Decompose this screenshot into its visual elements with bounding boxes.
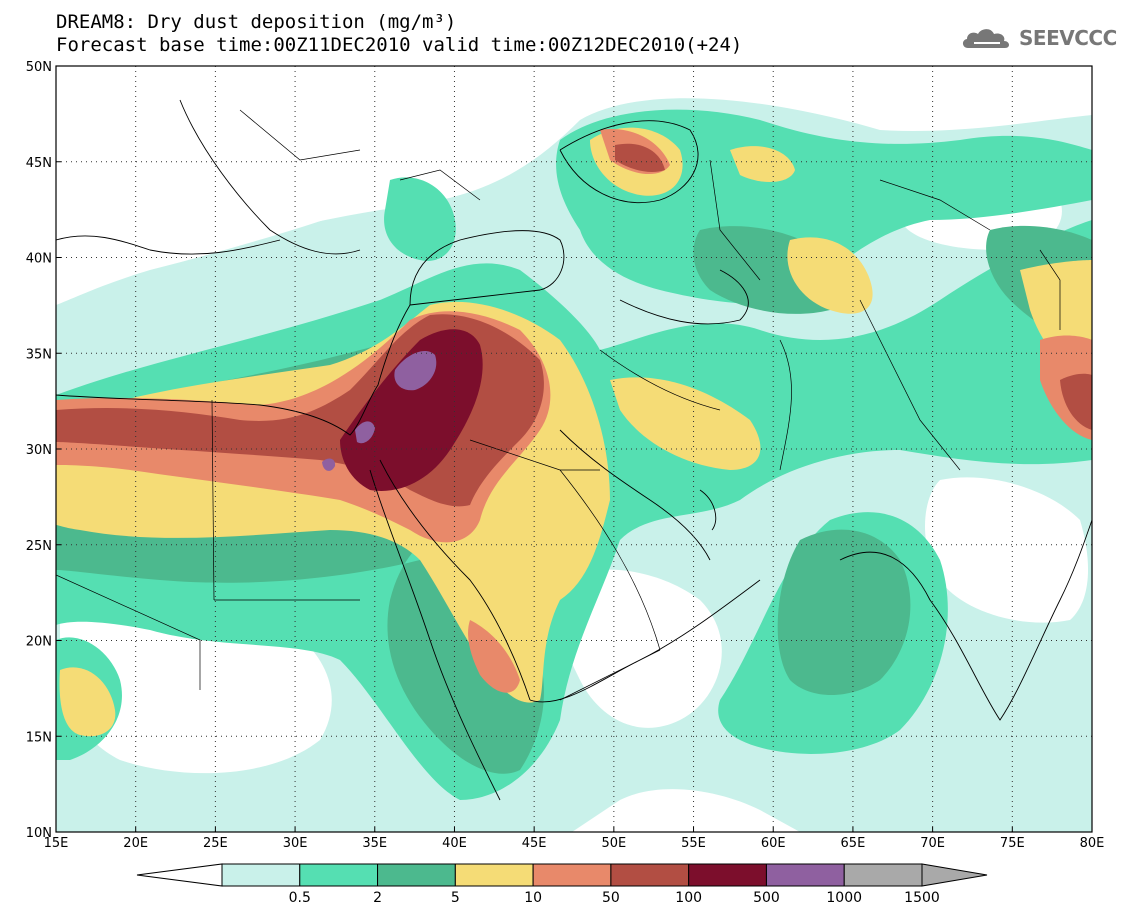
lat-tick-label: 30N [26, 443, 52, 458]
colorbar-label: 2 [373, 890, 382, 906]
colorbar-segment [688, 863, 767, 887]
lat-tick-label: 20N [26, 635, 52, 650]
colorbar-label: 50 [602, 890, 620, 906]
lon-tick-label: 30E [283, 836, 308, 851]
lat-tick-label: 10N [26, 826, 52, 841]
colorbar-label: 0.5 [289, 890, 311, 906]
lat-tick-label: 50N [26, 60, 52, 75]
country-borders [56, 109, 1061, 701]
colorbar-left-arrow [136, 863, 223, 887]
colorbar-segment [454, 863, 534, 887]
lon-tick-label: 70E [920, 836, 945, 851]
lon-tick-label: 65E [841, 836, 866, 851]
clear-areas [56, 70, 1089, 832]
dust-layer-1000 [322, 350, 437, 471]
lon-tick-label: 15E [44, 836, 69, 851]
colorbar-segment [299, 863, 379, 887]
colorbar-segment [610, 863, 690, 887]
lat-tick-label: 15N [26, 730, 52, 745]
lon-tick-label: 75E [1000, 836, 1025, 851]
lon-tick-label: 60E [761, 836, 786, 851]
colorbar-label: 5 [451, 890, 460, 906]
lon-tick-label: 50E [601, 836, 626, 851]
colorbar-label: 1500 [904, 890, 940, 906]
lon-tick-label: 35E [362, 836, 387, 851]
lat-tick-label: 25N [26, 539, 52, 554]
lat-tick-label: 45N [26, 156, 52, 171]
colorbar-segment [377, 863, 456, 887]
lon-tick-label: 45E [522, 836, 547, 851]
dust-layer-500 [340, 329, 483, 491]
colorbar-label: 10 [524, 890, 542, 906]
lon-tick-label: 80E [1080, 836, 1105, 851]
lat-tick-label: 35N [26, 347, 52, 362]
map-title: DREAM8: Dry dust deposition (mg/m³) [56, 11, 457, 33]
longitude-ticks: 15E 20E 25E 30E 35E 40E 45E 50E 55E 60E 65E 70E 75E 8… [44, 827, 1105, 851]
colorbar-segment [843, 863, 923, 887]
latitude-ticks: 10N 15N 20N 25N 30N 35N 40N 45N 50N [26, 60, 61, 841]
seevccc-logo: SEEVCCC [960, 25, 1117, 51]
lon-tick-label: 40E [442, 836, 467, 851]
colorbar-segment [532, 863, 612, 887]
colorbar-label: 1000 [826, 890, 862, 906]
colorbar-segment [765, 863, 845, 887]
lon-tick-label: 25E [203, 836, 228, 851]
map-subtitle: Forecast base time:00Z11DEC2010 valid ti… [56, 34, 743, 56]
colorbar-label: 100 [675, 890, 702, 906]
lat-tick-label: 40N [26, 252, 52, 267]
logo-text: SEEVCCC [1019, 26, 1117, 50]
colorbar-label: 500 [753, 890, 780, 906]
lon-tick-label: 55E [681, 836, 706, 851]
lon-tick-label: 20E [123, 836, 148, 851]
cloud-icon [962, 29, 1010, 48]
colorbar-segment [221, 863, 301, 887]
colorbar: 0.5 2 5 10 50 100 500 1000 1500 [136, 863, 988, 906]
colorbar-right-arrow [921, 863, 988, 887]
